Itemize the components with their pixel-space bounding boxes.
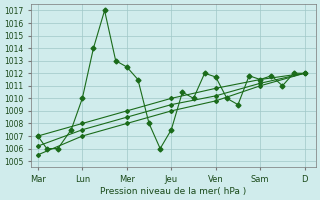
X-axis label: Pression niveau de la mer( hPa ): Pression niveau de la mer( hPa )	[100, 187, 247, 196]
